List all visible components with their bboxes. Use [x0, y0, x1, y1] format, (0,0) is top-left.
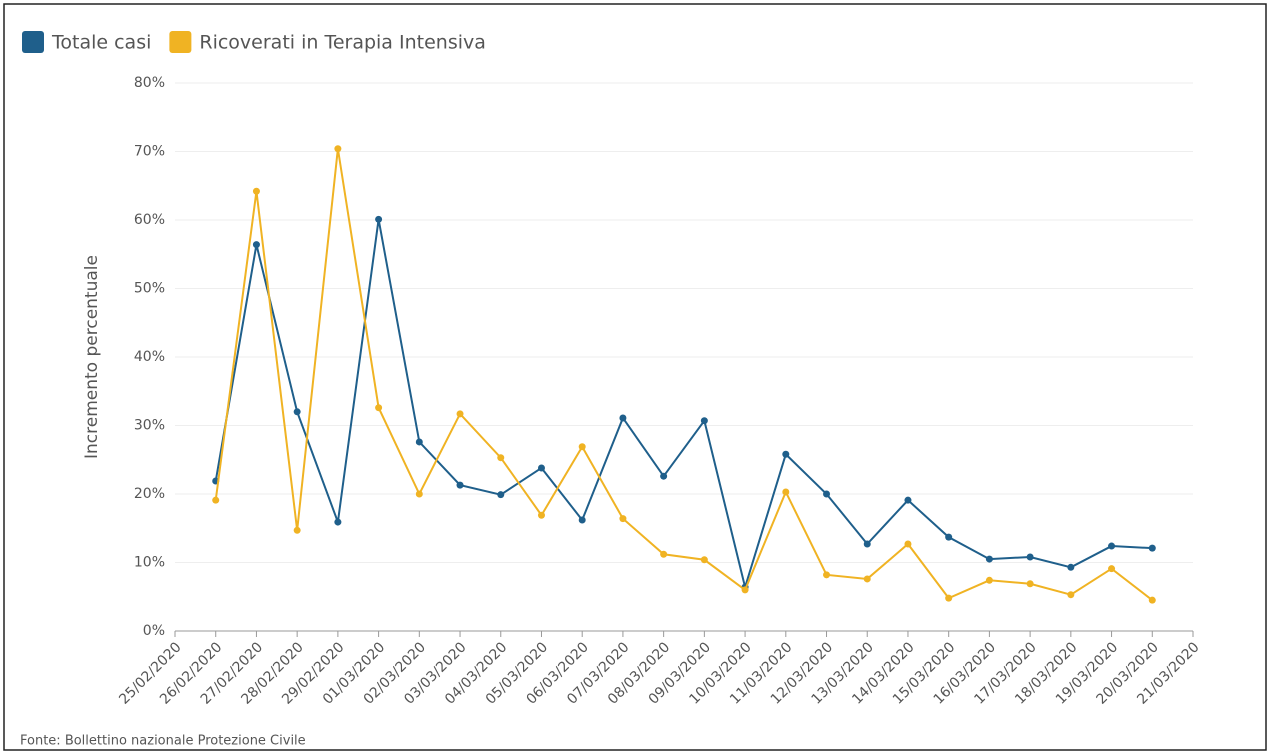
legend-swatch	[22, 31, 44, 53]
legend-label: Totale casi	[51, 32, 151, 54]
point	[1108, 542, 1116, 550]
legend-label: Ricoverati in Terapia Intensiva	[199, 32, 486, 54]
point	[863, 575, 871, 583]
point	[945, 594, 953, 602]
point	[823, 571, 831, 579]
point	[782, 450, 790, 458]
point	[212, 496, 220, 504]
point	[456, 410, 464, 418]
y-tick-label: 70%	[134, 144, 165, 160]
point	[293, 526, 301, 534]
point	[497, 454, 505, 462]
point	[537, 464, 545, 472]
source: Fonte: Bollettino nazionale Protezione C…	[20, 734, 306, 749]
y-tick-label: 30%	[134, 418, 165, 434]
point	[375, 404, 383, 412]
point	[1108, 565, 1116, 573]
point	[1148, 544, 1156, 552]
y-axis-label: Incremento percentuale	[82, 255, 102, 459]
point	[1148, 596, 1156, 604]
point	[823, 490, 831, 498]
y-tick-label: 20%	[134, 486, 165, 502]
y-tick-label: 80%	[134, 75, 165, 91]
series-line	[214, 219, 1153, 591]
point	[415, 490, 423, 498]
point	[334, 145, 342, 153]
point	[619, 515, 627, 523]
point	[985, 555, 993, 563]
y-tick-label: 10%	[134, 555, 165, 571]
y-tick-label: 40%	[134, 349, 165, 365]
point	[619, 414, 627, 422]
point	[537, 511, 545, 519]
y-tick-label: 60%	[134, 212, 165, 228]
point	[985, 576, 993, 584]
point	[1067, 563, 1075, 571]
point	[578, 516, 586, 524]
point	[782, 488, 790, 496]
point	[660, 472, 668, 480]
point	[945, 533, 953, 541]
point	[904, 496, 912, 504]
point	[660, 550, 668, 558]
point	[252, 241, 260, 249]
point	[741, 586, 749, 594]
point	[375, 215, 383, 223]
point	[1067, 591, 1075, 599]
point	[578, 443, 586, 451]
point	[1026, 553, 1034, 561]
y-tick-label: 0%	[143, 623, 165, 639]
point	[252, 187, 260, 195]
point	[700, 556, 708, 564]
point	[497, 491, 505, 499]
point	[904, 540, 912, 548]
point	[700, 417, 708, 425]
y-tick-label: 50%	[134, 281, 165, 297]
point	[1026, 580, 1034, 588]
point	[415, 438, 423, 446]
point	[456, 481, 464, 489]
legend-swatch	[169, 31, 192, 53]
point	[293, 408, 301, 416]
point	[334, 518, 342, 526]
point	[863, 540, 871, 548]
frame	[3, 3, 1267, 751]
series-line	[214, 148, 1153, 601]
